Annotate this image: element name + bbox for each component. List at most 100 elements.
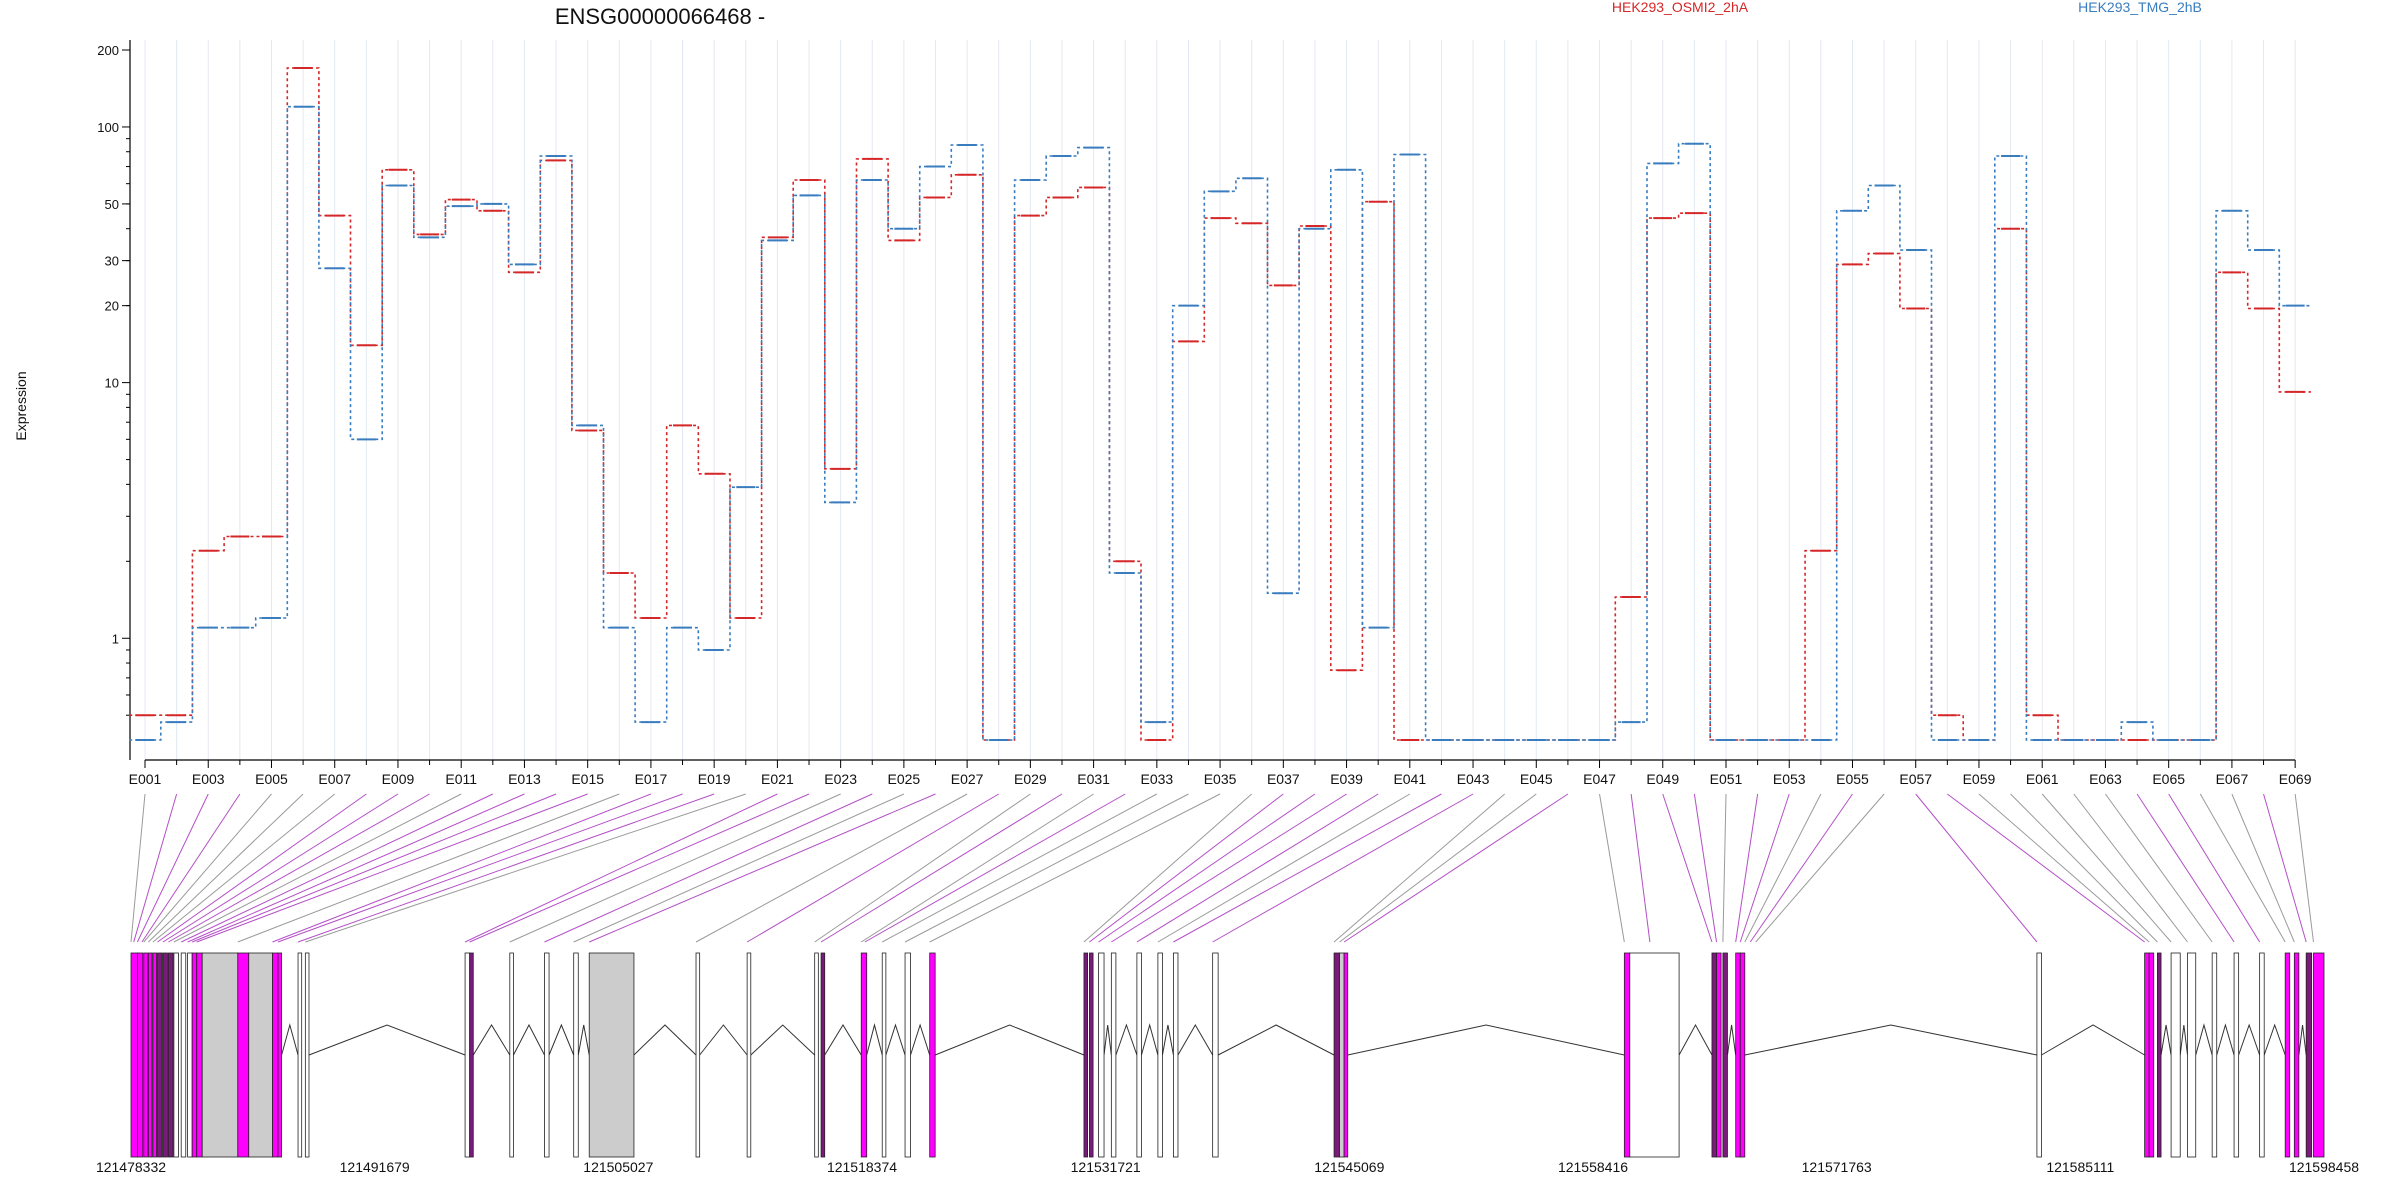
exon-label: E027 (951, 771, 984, 787)
exon-label: E003 (192, 771, 225, 787)
y-tick-label: 100 (97, 120, 119, 135)
genomic-tick-label: 121505027 (583, 1159, 653, 1175)
connector-line (1089, 793, 1284, 943)
connector-line (1599, 793, 1625, 943)
connector-line (1343, 793, 1569, 943)
connector-line (469, 793, 810, 943)
intron-line (1678, 1023, 1713, 1056)
connector-line (191, 793, 557, 943)
exon-box (2170, 952, 2181, 1158)
genomic-tick-label: 121598458 (2289, 1159, 2359, 1175)
exon-label: E031 (1077, 771, 1110, 787)
exon-box (814, 952, 819, 1158)
connector-line (1173, 793, 1442, 943)
genomic-tick-label: 121478332 (96, 1159, 166, 1175)
connector-line (196, 793, 588, 943)
connector-line (237, 793, 620, 943)
exon-label: E045 (1520, 771, 1553, 787)
connector-line (860, 793, 1094, 943)
exon-label: E055 (1836, 771, 1869, 787)
series-2 (129, 105, 2311, 741)
connector-line (2263, 793, 2307, 943)
exon-box (1136, 952, 1142, 1158)
connector-line (147, 793, 304, 943)
intron-line (2160, 1024, 2172, 1056)
exon-label: E051 (1710, 771, 1743, 787)
exon-box (2144, 952, 2150, 1158)
series-line-2 (129, 105, 2311, 741)
connector-line (464, 793, 778, 943)
intron-line (1115, 1023, 1138, 1056)
gene-model (130, 952, 2325, 1158)
intron-line (548, 1023, 575, 1056)
exon-box (157, 952, 163, 1158)
y-axis-label: Expression (13, 371, 29, 440)
y-tick-label: 1 (112, 631, 119, 646)
intron-line (513, 1023, 545, 1056)
connector-line (173, 793, 462, 943)
genomic-tick-label: 121571763 (1802, 1159, 1872, 1175)
intron-line (1217, 1024, 1335, 1056)
exon-label: E007 (318, 771, 351, 787)
intron-line (866, 1023, 883, 1056)
series-lines (129, 67, 2311, 741)
connector-line (1333, 793, 1505, 943)
connector-line (162, 793, 399, 943)
connector-line (544, 793, 873, 943)
exon-label: E033 (1140, 771, 1173, 787)
connector-line (1339, 793, 1537, 943)
exon-label: E061 (2026, 771, 2059, 787)
exon-label: E049 (1646, 771, 1679, 787)
intron-line (2041, 1024, 2145, 1056)
connector-line (1735, 793, 1759, 943)
connector-line (136, 793, 209, 943)
exon-connector-lines (130, 793, 2314, 943)
connector-line (1157, 793, 1411, 943)
exon-box (162, 952, 168, 1158)
y-tick-label: 30 (105, 254, 119, 269)
connector-line (820, 793, 1063, 943)
connector-line (133, 793, 178, 943)
exon-box (147, 952, 153, 1158)
exon-label: E035 (1204, 771, 1237, 787)
connector-line (2136, 793, 2235, 943)
connector-line (130, 793, 146, 943)
intron-line (308, 1024, 466, 1056)
exon-label: E059 (1963, 771, 1996, 787)
connector-line (2010, 793, 2158, 943)
exon-box (191, 952, 198, 1158)
exon-box (201, 952, 239, 1158)
exon-box (187, 952, 193, 1158)
genomic-tick-label: 121545069 (1314, 1159, 1384, 1175)
exon-box (2187, 952, 2197, 1158)
intron-line (1744, 1024, 2038, 1056)
exon-box (1711, 952, 1717, 1158)
exon-box (904, 952, 911, 1158)
exon-box (2293, 952, 2300, 1158)
connector-line (746, 793, 999, 943)
connector-line (1947, 793, 2145, 943)
intron-line (750, 1024, 816, 1056)
exon-label: E037 (1267, 771, 1300, 787)
connector-line (929, 793, 1221, 943)
connector-line (1136, 793, 1379, 943)
connector-line (168, 793, 430, 943)
exon-label: E043 (1457, 771, 1490, 787)
exon-label: E067 (2216, 771, 2249, 787)
intron-line (2298, 1024, 2307, 1056)
vertical-gridlines (144, 40, 2296, 760)
exon-box (1716, 952, 1722, 1158)
intron-line (472, 1024, 511, 1056)
exon-box (297, 952, 303, 1158)
exon-box (1157, 952, 1163, 1158)
intron-line (885, 1023, 906, 1056)
exon-label: E009 (382, 771, 415, 787)
exon-axis: E001 E003 E005 E007 E009 E011 E013 E015 E017 E019… (129, 759, 2312, 787)
exon-box (1623, 952, 1631, 1158)
connector-line (157, 793, 367, 943)
intron-line (1103, 1024, 1112, 1056)
exon-box (573, 952, 579, 1158)
exon-label: E053 (1773, 771, 1806, 787)
connector-line (814, 793, 1031, 943)
